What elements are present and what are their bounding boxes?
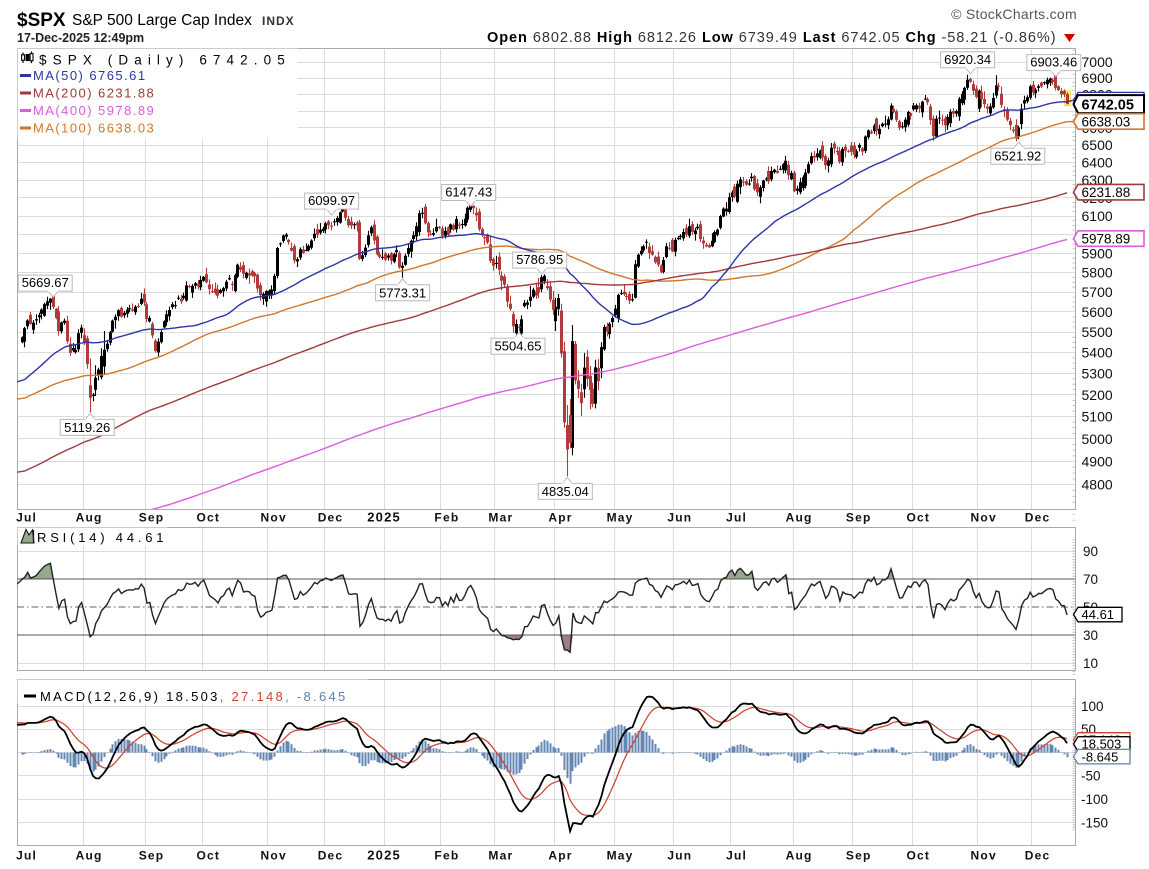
svg-text:Oct: Oct [906,511,930,525]
svg-text:4900: 4900 [1082,454,1113,470]
svg-text:-8.645: -8.645 [1082,749,1119,764]
svg-text:6100: 6100 [1082,208,1113,224]
svg-text:Mar: Mar [488,511,513,525]
svg-text:5100: 5100 [1082,409,1113,425]
svg-text:Dec: Dec [1025,511,1051,525]
svg-text:6638.03: 6638.03 [1082,114,1131,129]
svg-text:70: 70 [1083,572,1098,587]
svg-text:17-Dec-2025 12:49pm: 17-Dec-2025 12:49pm [17,31,144,45]
svg-text:6900: 6900 [1082,70,1113,86]
svg-text:S&P 500 Large Cap Index: S&P 500 Large Cap Index [72,12,252,29]
svg-text:Sep: Sep [846,511,872,525]
svg-text:5669.67: 5669.67 [22,275,69,290]
svg-text:Oct: Oct [906,849,930,863]
svg-text:© StockCharts.com: © StockCharts.com [951,6,1077,22]
svg-text:6147.43: 6147.43 [445,185,492,200]
svg-text:Jun: Jun [667,849,692,863]
svg-text:4835.04: 4835.04 [542,484,589,499]
svg-text:44.61: 44.61 [1082,607,1115,622]
svg-text:Feb: Feb [434,849,459,863]
svg-text:30: 30 [1083,628,1098,643]
svg-text:Sep: Sep [139,511,165,525]
svg-text:MA(200) 6231.88: MA(200) 6231.88 [33,86,155,101]
svg-text:$SPX: $SPX [17,10,66,31]
svg-text:-150: -150 [1081,815,1108,830]
svg-text:6521.92: 6521.92 [994,149,1041,164]
svg-text:5300: 5300 [1082,366,1113,382]
svg-text:5504.65: 5504.65 [495,339,542,354]
svg-text:Aug: Aug [786,511,813,525]
svg-text:Nov: Nov [261,849,287,863]
svg-text:MA(50) 6765.61: MA(50) 6765.61 [33,68,147,83]
svg-text:Nov: Nov [971,511,997,525]
svg-text:MA(400) 5978.89: MA(400) 5978.89 [33,103,155,118]
svg-text:5800: 5800 [1082,265,1113,281]
svg-text:Sep: Sep [139,849,165,863]
svg-text:Aug: Aug [76,849,103,863]
svg-text:6903.46: 6903.46 [1030,55,1077,70]
svg-text:5200: 5200 [1082,387,1113,403]
svg-text:Open 6802.88 High 6812.26 Low: Open 6802.88 High 6812.26 Low 6739.49 La… [487,30,1057,46]
svg-text:May: May [607,511,634,525]
svg-text:Dec: Dec [1025,849,1051,863]
svg-text:5786.95: 5786.95 [516,252,563,267]
svg-text:RSI(14) 44.61: RSI(14) 44.61 [37,530,167,545]
svg-text:Oct: Oct [196,511,220,525]
svg-text:Jul: Jul [726,849,747,863]
svg-text:May: May [607,849,634,863]
svg-text:5978.89: 5978.89 [1082,232,1131,247]
svg-text:-100: -100 [1081,792,1108,807]
svg-text:7000: 7000 [1082,54,1113,70]
svg-text:5773.31: 5773.31 [379,285,426,300]
svg-text:5400: 5400 [1082,345,1113,361]
svg-text:6400: 6400 [1082,154,1113,170]
svg-text:6920.34: 6920.34 [944,52,991,67]
svg-text:Jul: Jul [16,511,37,525]
svg-text:100: 100 [1081,699,1104,714]
svg-text:5600: 5600 [1082,304,1113,320]
svg-text:Apr: Apr [548,849,572,863]
svg-text:Jun: Jun [667,511,692,525]
svg-text:4800: 4800 [1082,477,1113,493]
svg-text:Feb: Feb [434,511,459,525]
svg-text:MA(100) 6638.03: MA(100) 6638.03 [33,121,155,136]
svg-text:Jul: Jul [726,511,747,525]
svg-text:Nov: Nov [261,511,287,525]
svg-text:5119.26: 5119.26 [64,420,110,435]
svg-text:$SPX (Daily) 6742.05: $SPX (Daily) 6742.05 [39,53,291,68]
svg-text:Oct: Oct [196,849,220,863]
svg-text:5900: 5900 [1082,246,1113,262]
svg-text:Apr: Apr [548,511,572,525]
svg-text:Aug: Aug [76,511,103,525]
svg-text:Sep: Sep [846,849,872,863]
svg-text:MACD(12,26,9) 18.503, 27.148,: MACD(12,26,9) 18.503, 27.148, -8.645 [40,689,348,704]
svg-text:6742.05: 6742.05 [1082,97,1134,113]
svg-text:INDX: INDX [262,14,295,28]
svg-text:2025: 2025 [367,848,401,863]
svg-text:90: 90 [1083,544,1098,559]
svg-text:Jul: Jul [16,849,37,863]
svg-text:5700: 5700 [1082,284,1113,300]
svg-text:5000: 5000 [1082,431,1113,447]
svg-text:Mar: Mar [488,849,513,863]
svg-text:2025: 2025 [367,510,401,525]
svg-text:18.503: 18.503 [1082,737,1122,752]
svg-text:Nov: Nov [971,849,997,863]
svg-text:Aug: Aug [786,849,813,863]
svg-text:Dec: Dec [318,849,344,863]
svg-text:6099.97: 6099.97 [308,193,355,208]
svg-text:5500: 5500 [1082,324,1113,340]
svg-text:Dec: Dec [318,511,344,525]
svg-text:6231.88: 6231.88 [1082,185,1131,200]
svg-text:10: 10 [1083,656,1098,671]
svg-text:-50: -50 [1081,769,1101,784]
svg-text:6500: 6500 [1082,137,1113,153]
